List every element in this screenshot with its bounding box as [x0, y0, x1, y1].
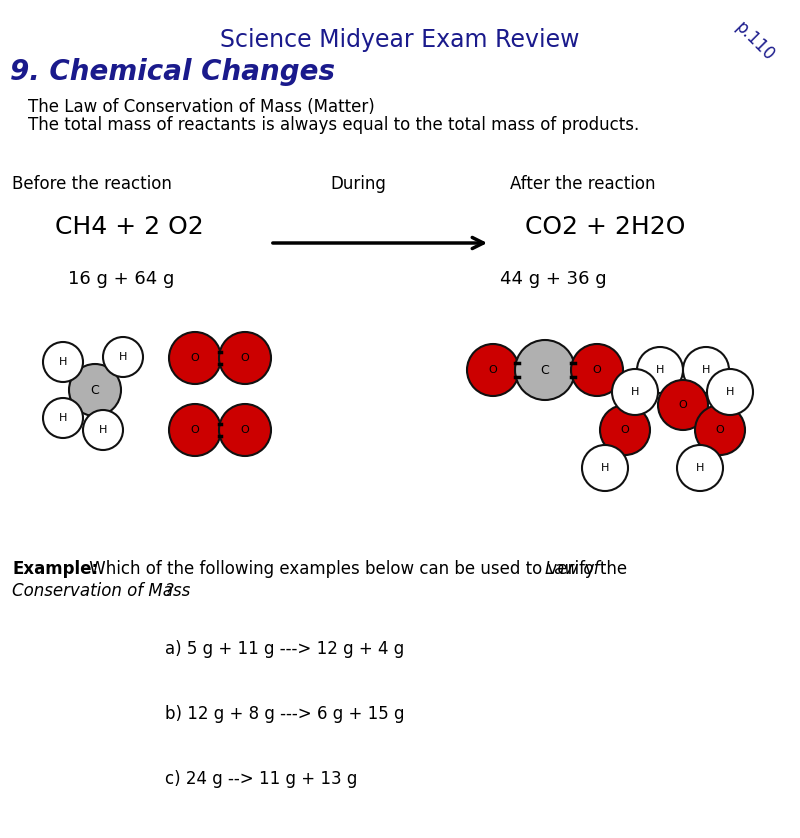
Text: CH4 + 2 O2: CH4 + 2 O2	[55, 215, 204, 239]
Text: O: O	[678, 400, 687, 410]
Circle shape	[637, 347, 683, 393]
Circle shape	[707, 369, 753, 415]
Text: O: O	[621, 425, 630, 435]
Text: After the reaction: After the reaction	[510, 175, 655, 193]
Text: The total mass of reactants is always equal to the total mass of products.: The total mass of reactants is always eq…	[28, 116, 639, 134]
Circle shape	[612, 369, 658, 415]
Circle shape	[169, 332, 221, 384]
Text: During: During	[330, 175, 386, 193]
Text: a) 5 g + 11 g ---> 12 g + 4 g: a) 5 g + 11 g ---> 12 g + 4 g	[165, 640, 404, 658]
Text: H: H	[631, 387, 639, 397]
Text: b) 12 g + 8 g ---> 6 g + 15 g: b) 12 g + 8 g ---> 6 g + 15 g	[165, 705, 405, 723]
Text: Law of: Law of	[545, 560, 599, 578]
Text: H: H	[726, 387, 734, 397]
Text: O: O	[190, 425, 199, 435]
Text: H: H	[696, 463, 704, 473]
Text: O: O	[489, 365, 498, 375]
Text: C: C	[541, 364, 550, 376]
Text: C: C	[90, 384, 99, 396]
Circle shape	[683, 347, 729, 393]
Circle shape	[515, 340, 575, 400]
Circle shape	[695, 405, 745, 455]
Text: H: H	[119, 352, 127, 362]
Circle shape	[571, 344, 623, 396]
Text: Example:: Example:	[12, 560, 98, 578]
Text: O: O	[241, 425, 250, 435]
Text: O: O	[716, 425, 724, 435]
Text: Conservation of Mass: Conservation of Mass	[12, 582, 190, 600]
Circle shape	[600, 405, 650, 455]
Circle shape	[677, 445, 723, 491]
Circle shape	[43, 398, 83, 438]
Text: CO2 + 2H2O: CO2 + 2H2O	[525, 215, 686, 239]
Text: 16 g + 64 g: 16 g + 64 g	[68, 270, 174, 288]
Text: 44 g + 36 g: 44 g + 36 g	[500, 270, 606, 288]
Text: H: H	[702, 365, 710, 375]
Circle shape	[43, 342, 83, 382]
Text: Before the reaction: Before the reaction	[12, 175, 172, 193]
Circle shape	[467, 344, 519, 396]
Text: H: H	[656, 365, 664, 375]
Text: H: H	[601, 463, 609, 473]
Text: O: O	[593, 365, 602, 375]
Text: H: H	[99, 425, 107, 435]
Circle shape	[69, 364, 121, 416]
Text: Which of the following examples below can be used to verify the: Which of the following examples below ca…	[84, 560, 632, 578]
Circle shape	[582, 445, 628, 491]
Circle shape	[103, 337, 143, 377]
Circle shape	[83, 410, 123, 450]
Text: Science Midyear Exam Review: Science Midyear Exam Review	[220, 28, 580, 52]
Text: The Law of Conservation of Mass (Matter): The Law of Conservation of Mass (Matter)	[28, 98, 374, 116]
Text: c) 24 g --> 11 g + 13 g: c) 24 g --> 11 g + 13 g	[165, 770, 358, 788]
Circle shape	[169, 404, 221, 456]
Circle shape	[219, 332, 271, 384]
Text: H: H	[59, 413, 67, 423]
Text: H: H	[59, 357, 67, 367]
Text: ?: ?	[165, 582, 174, 600]
Text: 9. Chemical Changes: 9. Chemical Changes	[10, 58, 335, 86]
Circle shape	[658, 380, 708, 430]
Text: O: O	[190, 353, 199, 363]
Text: p.110: p.110	[732, 18, 778, 65]
Circle shape	[219, 404, 271, 456]
Text: O: O	[241, 353, 250, 363]
